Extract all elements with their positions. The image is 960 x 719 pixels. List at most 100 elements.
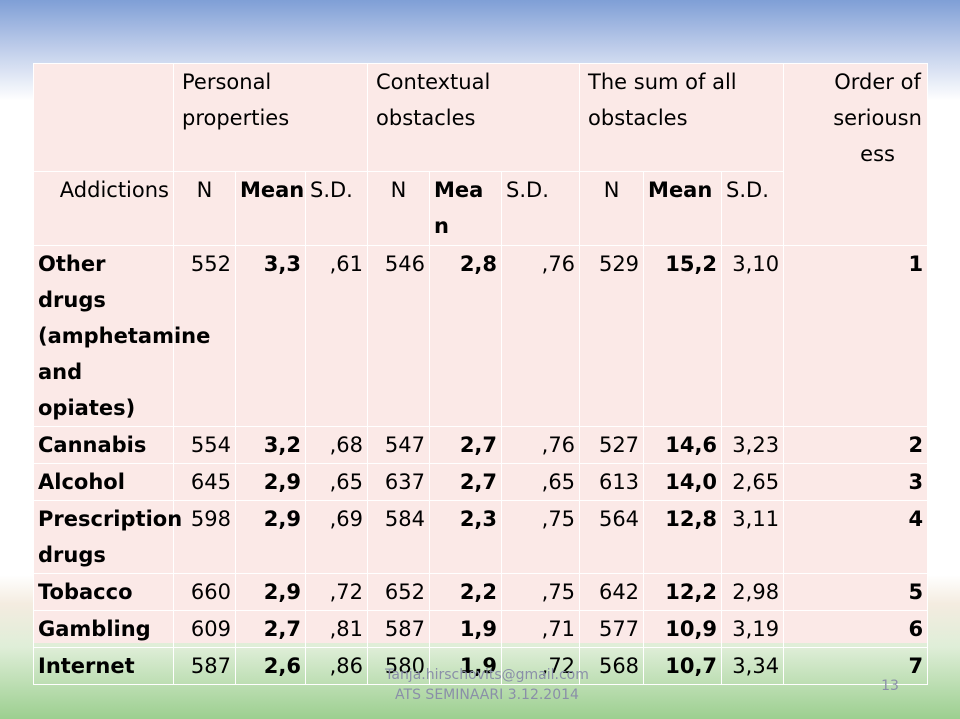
cell-mean-personal: 2,9 xyxy=(235,500,306,574)
cell-sd-personal: ,65 xyxy=(304,463,369,501)
row-label: Cannabis xyxy=(33,426,174,464)
row-label: Prescription drugs xyxy=(33,500,182,574)
cell-n-sum: 568 xyxy=(579,647,645,685)
cell-mean-contextual: 2,3 xyxy=(429,500,503,574)
cell-n-contextual: 584 xyxy=(367,500,431,574)
table-row: Internet 587 2,6 ,86 580 1,9 ,72 568 10,… xyxy=(33,647,929,685)
corner-cell xyxy=(33,63,174,172)
cell-mean-contextual: 2,8 xyxy=(429,245,503,427)
row-label: Alcohol xyxy=(33,463,174,501)
cell-sd-sum: 3,19 xyxy=(721,610,785,648)
cell-sd-sum: 2,98 xyxy=(721,573,785,611)
header-n-contextual: N xyxy=(367,171,431,246)
cell-sd-contextual: ,71 xyxy=(501,610,581,648)
row-label: Tobacco xyxy=(33,573,174,611)
header-mean-personal: Mean xyxy=(235,171,306,246)
header-sd-sum: S.D. xyxy=(721,171,785,246)
cell-sd-sum: 3,23 xyxy=(721,426,785,464)
cell-n-contextual: 652 xyxy=(367,573,431,611)
cell-mean-sum: 14,0 xyxy=(643,463,723,501)
cell-n-contextual: 637 xyxy=(367,463,431,501)
cell-n-personal: 587 xyxy=(173,647,236,685)
table-row: Cannabis 554 3,2 ,68 547 2,7 ,76 527 14,… xyxy=(33,426,929,464)
cell-sd-personal: ,61 xyxy=(304,245,369,427)
cell-order: 1 xyxy=(783,245,929,427)
cell-mean-contextual: 1,9 xyxy=(429,610,503,648)
group-header-row: Personal properties Contextual obstacles… xyxy=(33,63,929,246)
cell-mean-contextual: 2,2 xyxy=(429,573,503,611)
cell-order: 3 xyxy=(783,463,929,501)
cell-order: 2 xyxy=(783,426,929,464)
cell-order: 4 xyxy=(783,500,929,574)
cell-order: 5 xyxy=(783,573,929,611)
cell-sd-contextual: ,75 xyxy=(501,500,581,574)
cell-mean-sum: 15,2 xyxy=(643,245,723,427)
row-label: Gambling xyxy=(33,610,174,648)
cell-sd-contextual: ,65 xyxy=(501,463,581,501)
cell-sd-personal: ,69 xyxy=(304,500,369,574)
results-table: Personal properties Contextual obstacles… xyxy=(33,63,929,685)
cell-sd-personal: ,68 xyxy=(304,426,369,464)
cell-n-sum: 613 xyxy=(579,463,645,501)
cell-mean-personal: 2,9 xyxy=(235,463,306,501)
cell-n-personal: 609 xyxy=(173,610,236,648)
cell-mean-contextual: 1,9 xyxy=(429,647,503,685)
cell-n-contextual: 547 xyxy=(367,426,431,464)
header-n-personal: N xyxy=(173,171,236,246)
cell-sd-contextual: ,75 xyxy=(501,573,581,611)
cell-sd-personal: ,72 xyxy=(304,573,369,611)
cell-mean-sum: 12,8 xyxy=(643,500,723,574)
cell-n-contextual: 587 xyxy=(367,610,431,648)
cell-mean-personal: 3,2 xyxy=(235,426,306,464)
cell-mean-sum: 12,2 xyxy=(643,573,723,611)
cell-n-personal: 552 xyxy=(173,245,236,427)
cell-n-sum: 642 xyxy=(579,573,645,611)
cell-sd-sum: 2,65 xyxy=(721,463,785,501)
cell-sd-contextual: ,76 xyxy=(501,245,581,427)
table-row: Other drugs (amphetamine and opiates) 55… xyxy=(33,245,929,427)
header-sd-contextual: S.D. xyxy=(501,171,581,246)
cell-mean-personal: 2,7 xyxy=(235,610,306,648)
footer-email: Tanja.hirschovits@gmail.com ATS SEMINAAR… xyxy=(385,667,589,703)
cell-order: 7 xyxy=(783,647,929,685)
header-n-sum: N xyxy=(579,171,645,246)
header-order: Order of seriousness xyxy=(783,63,929,246)
cell-mean-sum: 10,9 xyxy=(643,610,723,648)
column-header-row: Addictions N Mean S.D. N Mean S.D. N Mea… xyxy=(33,171,928,246)
cell-n-sum: 577 xyxy=(579,610,645,648)
header-sd-personal: S.D. xyxy=(304,171,369,246)
header-sum: The sum of all obstacles xyxy=(579,63,785,172)
cell-sd-sum: 3,34 xyxy=(721,647,785,685)
table-row: Prescription drugs 598 2,9 ,69 584 2,3 ,… xyxy=(33,500,929,574)
header-mean-contextual: Mean xyxy=(429,171,503,246)
cell-n-contextual: 546 xyxy=(367,245,431,427)
cell-mean-contextual: 2,7 xyxy=(429,463,503,501)
results-table-container: Personal properties Contextual obstacles… xyxy=(33,63,929,685)
table-row: Gambling 609 2,7 ,81 587 1,9 ,71 577 10,… xyxy=(33,610,929,648)
cell-n-contextual: 580 xyxy=(367,647,431,685)
cell-order: 6 xyxy=(783,610,929,648)
cell-mean-personal: 2,6 xyxy=(235,647,306,685)
cell-mean-contextual: 2,7 xyxy=(429,426,503,464)
cell-n-personal: 598 xyxy=(173,500,236,574)
cell-n-sum: 527 xyxy=(579,426,645,464)
header-personal: Personal properties xyxy=(172,63,369,172)
table-row: Alcohol 645 2,9 ,65 637 2,7 ,65 613 14,0… xyxy=(33,463,929,501)
cell-mean-personal: 2,9 xyxy=(235,573,306,611)
cell-mean-personal: 3,3 xyxy=(235,245,306,427)
cell-mean-sum: 14,6 xyxy=(643,426,723,464)
cell-sd-contextual: ,76 xyxy=(501,426,581,464)
row-label: Internet xyxy=(33,647,174,685)
cell-sd-personal: ,81 xyxy=(304,610,369,648)
cell-n-personal: 645 xyxy=(173,463,236,501)
cell-n-sum: 529 xyxy=(579,245,645,427)
cell-n-sum: 564 xyxy=(579,500,645,574)
page-number: 13 xyxy=(881,678,899,694)
cell-n-personal: 660 xyxy=(173,573,236,611)
cell-sd-sum: 3,10 xyxy=(721,245,785,427)
row-label: Other drugs (amphetamine and opiates) xyxy=(33,245,210,427)
cell-sd-contextual: ,72 xyxy=(501,647,581,685)
cell-sd-personal: ,86 xyxy=(304,647,369,685)
header-addictions: Addictions xyxy=(33,171,174,246)
cell-sd-sum: 3,11 xyxy=(721,500,785,574)
